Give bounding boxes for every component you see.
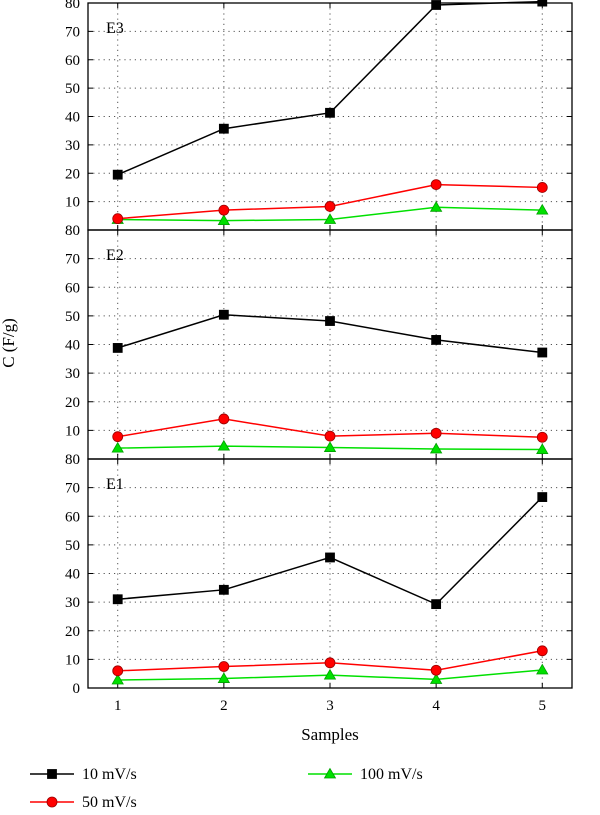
x-tick-label: 4: [432, 698, 440, 714]
data-point: [536, 663, 549, 675]
legend-marker: [46, 796, 58, 808]
y-tick-label: 80: [65, 0, 80, 12]
data-point: [536, 645, 548, 657]
y-tick-label: 20: [65, 166, 80, 182]
panel-e1: 0 10 20 30 40 50 60 70 80 E1: [65, 452, 573, 697]
data-point: [429, 201, 443, 212]
data-point: [536, 182, 548, 193]
panel-label: E1: [106, 476, 124, 493]
y-tick-label: 10: [65, 423, 80, 439]
data-point: [218, 309, 229, 320]
y-tick-label: 80: [65, 452, 80, 468]
y-tick-label: 40: [65, 567, 80, 583]
data-point: [536, 431, 548, 443]
legend-label: 100 mV/s: [360, 766, 423, 783]
y-tick-label: 70: [65, 252, 80, 268]
data-point: [431, 0, 442, 10]
y-tick-label: 30: [65, 138, 80, 154]
data-point: [217, 214, 231, 226]
y-tick-label: 10: [65, 195, 80, 211]
data-point: [429, 673, 443, 684]
data-point: [325, 107, 335, 118]
data-point: [217, 672, 231, 683]
data-point: [430, 427, 442, 439]
data-point: [323, 213, 337, 224]
y-tick-label: 20: [65, 624, 80, 640]
x-tick-label: 1: [114, 698, 122, 714]
data-point: [537, 0, 548, 7]
data-point: [324, 430, 336, 442]
y-tick-label: 40: [65, 110, 80, 126]
y-tick-label: 60: [65, 280, 80, 296]
data-point: [218, 123, 229, 134]
data-point: [217, 439, 231, 451]
y-tick-label: 20: [65, 395, 80, 411]
panel-e2: 10 20 30 40 50 60 70 80 E2: [65, 223, 573, 460]
data-point: [431, 335, 442, 345]
data-point: [218, 584, 229, 595]
data-point: [112, 594, 123, 605]
y-tick-label: 40: [65, 338, 80, 354]
y-tick-label: 10: [65, 652, 80, 668]
data-point: [323, 441, 337, 452]
data-point: [325, 552, 335, 563]
panel-label: E2: [106, 247, 124, 264]
y-tick-label: 50: [65, 309, 80, 325]
data-point: [536, 203, 549, 215]
x-tick-label: 5: [539, 698, 547, 714]
panel-label: E3: [106, 20, 124, 37]
data-point: [112, 343, 123, 353]
x-tick-label: 2: [220, 698, 228, 714]
x-axis-title: Samples: [301, 725, 359, 744]
data-point: [325, 316, 335, 326]
data-point: [429, 442, 443, 454]
x-tick-label: 3: [326, 698, 334, 714]
y-tick-label: 70: [65, 24, 80, 40]
data-point: [112, 431, 124, 443]
y-axis-title: C (F/g): [0, 318, 18, 368]
y-tick-label: 30: [65, 366, 80, 382]
data-point: [430, 179, 442, 191]
data-point: [324, 657, 336, 669]
data-point: [537, 492, 548, 502]
y-tick-label: 50: [65, 81, 80, 97]
data-point: [112, 665, 124, 677]
data-point: [218, 204, 230, 216]
y-tick-label: 60: [65, 509, 80, 525]
legend-label: 10 mV/s: [82, 766, 137, 783]
data-point: [324, 201, 336, 212]
legend-marker: [47, 769, 57, 779]
legend-marker: [323, 767, 337, 779]
y-tick-label: 50: [65, 538, 80, 554]
panel-e3: 10 20 30 40 50 60 70 80 E3: [65, 0, 573, 231]
data-point: [111, 673, 124, 685]
data-point: [112, 169, 123, 180]
data-point: [112, 213, 124, 225]
legend: 10 mV/s 50 mV/s 100 mV/s: [30, 766, 423, 811]
data-point: [111, 441, 124, 453]
legend-label: 50 mV/s: [82, 794, 137, 810]
y-tick-label: 70: [65, 481, 80, 497]
data-point: [537, 347, 548, 358]
data-point: [431, 599, 442, 610]
data-point: [430, 664, 442, 676]
y-tick-label: 0: [73, 681, 81, 697]
y-tick-label: 30: [65, 595, 80, 611]
y-tick-label: 60: [65, 53, 80, 69]
y-tick-label: 80: [65, 223, 80, 239]
data-point: [323, 668, 337, 680]
data-point: [218, 413, 230, 425]
data-point: [536, 443, 549, 454]
series-line: [117, 496, 543, 606]
data-point: [218, 661, 230, 672]
